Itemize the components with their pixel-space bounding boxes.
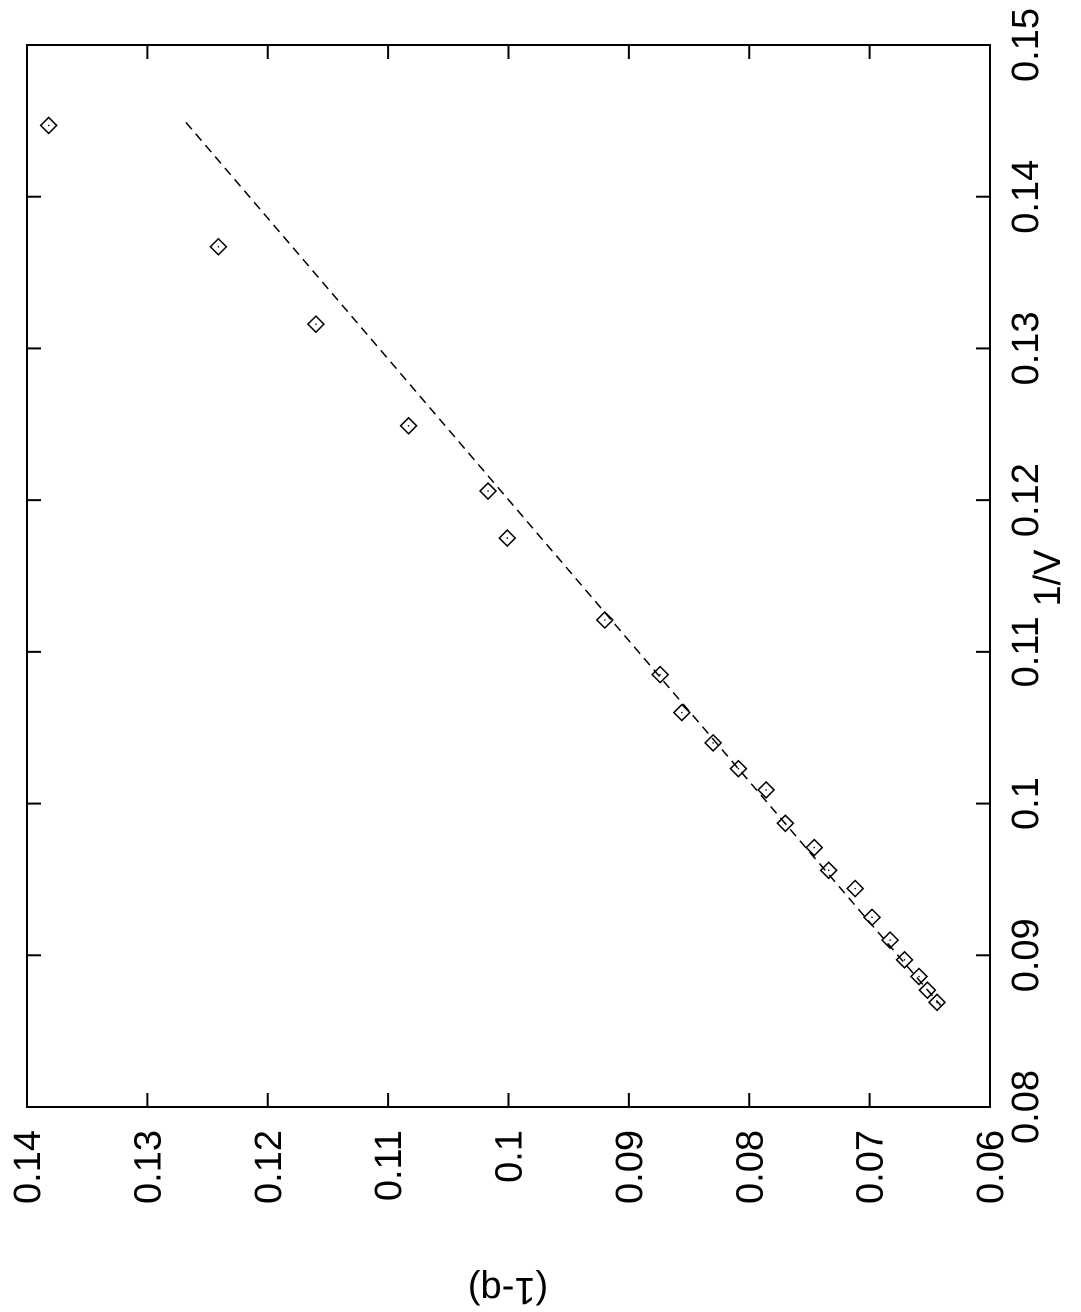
data-point-center [737, 767, 740, 770]
data-point [918, 981, 937, 1000]
tick-labels: 0.08 0.09 0.1 0.11 0.12 0.13 0.14 0.15 0.06 0.07 0… [7, 8, 1047, 1204]
data-point-center [918, 975, 920, 978]
data-point [846, 879, 865, 898]
data-point [595, 610, 614, 630]
y-tick-label: 0.12 [248, 1130, 290, 1204]
x-axis-label: 1/V [1027, 549, 1069, 607]
y-tick-label: 0.06 [970, 1130, 1012, 1204]
y-tick-label: 0.09 [609, 1130, 651, 1204]
data-point-center [765, 789, 767, 791]
data-point [704, 733, 723, 752]
data-point [909, 967, 929, 986]
plot-frame [26, 44, 991, 1108]
y-tick-label: 0.1 [489, 1130, 531, 1183]
data-point [399, 416, 418, 435]
y-tick-label: 0.13 [127, 1130, 169, 1204]
data-point [478, 481, 498, 501]
x-tick-label: 0.15 [1005, 8, 1047, 82]
data-point-center [506, 537, 509, 539]
data-point [757, 780, 776, 799]
data-point-center [903, 959, 906, 961]
y-tick-label: 0.07 [850, 1130, 892, 1204]
data-point-center [889, 939, 891, 941]
data-point-center [871, 916, 873, 919]
x-tick-label: 0.14 [1005, 160, 1047, 234]
data-point [819, 861, 838, 880]
data-point-center [487, 490, 489, 492]
fit-line-group [185, 121, 942, 1006]
data-point [776, 814, 795, 833]
y-tick-label: 0.14 [7, 1130, 49, 1204]
x-tick-label: 0.08 [1005, 1070, 1047, 1144]
data-point [651, 665, 670, 684]
data-point-center [926, 989, 929, 991]
fit-line [185, 121, 942, 1006]
data-point [498, 529, 517, 548]
data-point [862, 908, 882, 927]
data-point-center [827, 869, 830, 872]
data-point-center [47, 124, 50, 127]
data-point [729, 759, 748, 778]
data-point-center [315, 323, 317, 325]
data-point [39, 116, 58, 135]
x-tick-label: 0.1 [1005, 777, 1047, 830]
y-tick-label: 0.11 [368, 1130, 410, 1201]
data-point-center [784, 822, 787, 825]
data-point-center [813, 846, 816, 849]
data-point [805, 838, 824, 857]
data-point [881, 931, 900, 950]
data-point-center [712, 742, 714, 744]
data-point-center [659, 673, 661, 676]
data-point-center [681, 711, 683, 714]
data-point-center [217, 245, 220, 248]
y-tick-label: 0.08 [729, 1130, 771, 1204]
data-point [672, 703, 691, 722]
data-points [39, 116, 947, 1012]
data-point [209, 237, 228, 256]
data-point [927, 993, 947, 1012]
x-tick-label: 0.12 [1005, 463, 1047, 537]
data-point [306, 315, 325, 334]
data-point-center [936, 1001, 938, 1004]
y-axis-label: (1-q) [468, 1269, 548, 1311]
data-point [895, 950, 914, 969]
data-point-center [854, 887, 856, 890]
data-point-center [604, 619, 606, 621]
x-tick-label: 0.13 [1005, 311, 1047, 385]
x-tick-label: 0.09 [1005, 918, 1047, 992]
tick-marks [26, 44, 991, 1108]
data-point-center [407, 425, 410, 427]
x-tick-label: 0.11 [1005, 616, 1047, 687]
